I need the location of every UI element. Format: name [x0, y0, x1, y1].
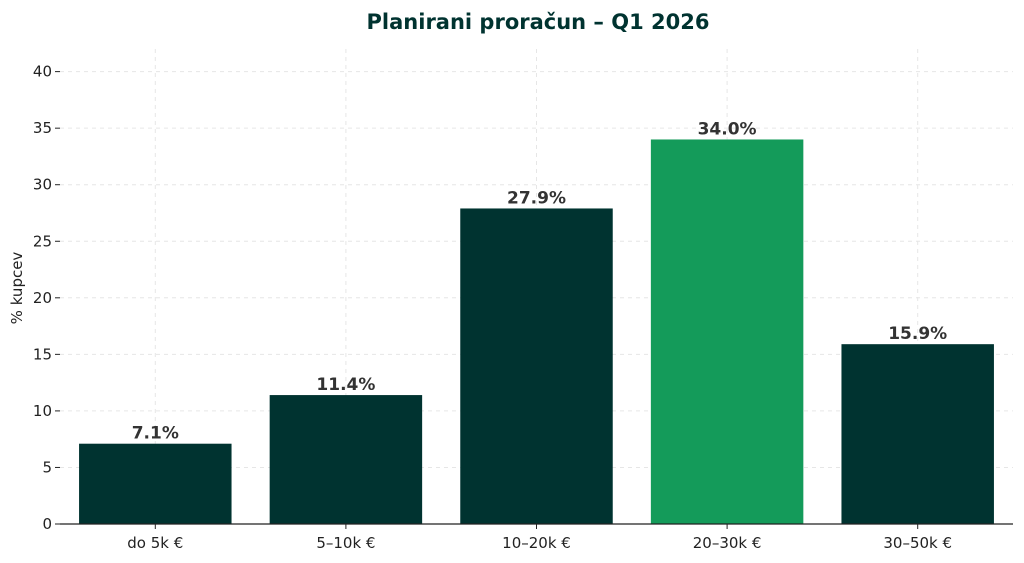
bar-4	[650, 139, 804, 524]
bar-5	[841, 344, 994, 524]
x-tick-label: 20–30k €	[693, 534, 762, 552]
data-label-1: 7.1%	[132, 424, 179, 444]
y-tick-label: 15	[33, 345, 52, 363]
y-tick-label: 40	[33, 63, 52, 81]
x-tick-label: do 5k €	[127, 534, 183, 552]
y-tick-label: 30	[33, 176, 52, 194]
y-tick-label: 20	[33, 289, 52, 307]
y-tick-label: 5	[42, 458, 52, 476]
bar-3	[460, 208, 613, 524]
y-tick-label: 0	[42, 515, 52, 533]
y-tick-label: 10	[33, 402, 52, 420]
bar-1	[79, 443, 232, 524]
data-label-4: 34.0%	[698, 119, 757, 139]
data-label-5: 15.9%	[888, 324, 947, 344]
data-label-3: 27.9%	[507, 188, 566, 208]
y-tick-label: 35	[33, 119, 52, 137]
x-axis-ticks: do 5k € 5–10k € 10–20k € 20–30k € 30–50k €	[127, 524, 952, 552]
x-tick-label: 10–20k €	[502, 534, 571, 552]
y-tick-label: 25	[33, 232, 52, 250]
y-axis-label: % kupcev	[8, 252, 26, 325]
y-axis-ticks: 0 5 10 15 20 25 30 35 40	[33, 63, 60, 533]
x-tick-label: 5–10k €	[316, 534, 375, 552]
bars: 7.1% 11.4% 27.9% 34.0% 15.9%	[79, 119, 994, 524]
chart-title: Planirani proračun – Q1 2026	[367, 10, 710, 34]
bar-2	[269, 395, 423, 524]
x-tick-label: 30–50k €	[883, 534, 952, 552]
data-label-2: 11.4%	[316, 375, 375, 395]
